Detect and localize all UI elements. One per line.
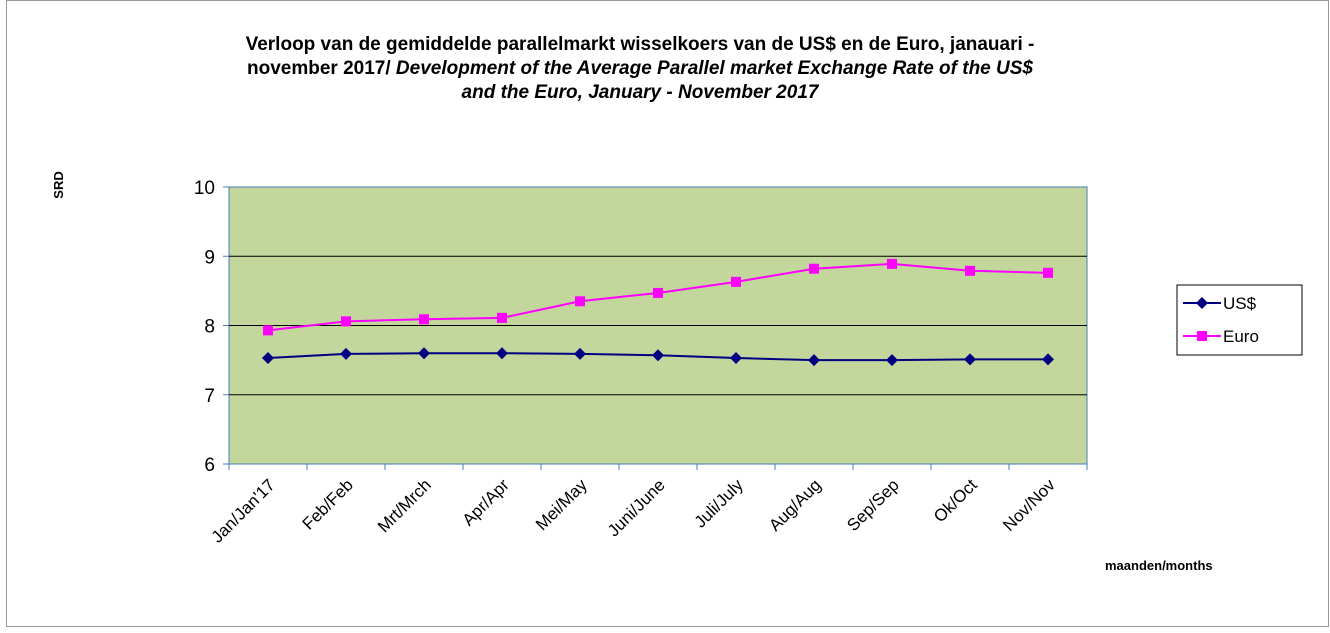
- y-tick-label: 7: [204, 386, 215, 407]
- legend-marker: [1197, 331, 1207, 341]
- data-point: [575, 296, 585, 307]
- data-point: [341, 316, 351, 327]
- data-point: [730, 352, 742, 365]
- chart-title: november 2017/ Development of the Averag…: [247, 58, 1033, 79]
- legend-box: [1176, 284, 1303, 356]
- data-point: [1043, 267, 1053, 278]
- data-point: [653, 287, 663, 298]
- data-point: [419, 314, 429, 325]
- chart-title: november 2017/: [247, 58, 396, 79]
- data-point: [1042, 353, 1054, 366]
- chart-title: Development of the Average Parallel mark…: [396, 58, 1033, 79]
- y-tick-label: 9: [204, 247, 215, 268]
- data-point: [652, 349, 664, 362]
- y-axis-label: SRD: [51, 171, 66, 198]
- data-point: [262, 352, 274, 365]
- x-axis-label: maanden/months: [1105, 558, 1213, 573]
- chart-title: Verloop van de gemiddelde parallelmarkt …: [246, 34, 1035, 55]
- data-point: [887, 258, 897, 269]
- legend-label: Euro: [1223, 327, 1259, 346]
- data-point: [731, 276, 741, 287]
- data-point: [808, 354, 820, 367]
- data-point: [497, 312, 507, 323]
- data-point: [886, 354, 898, 367]
- data-point: [965, 265, 975, 276]
- legend-marker: [1196, 297, 1208, 309]
- data-point: [964, 353, 976, 366]
- data-point: [809, 263, 819, 274]
- data-point: [574, 347, 586, 360]
- y-tick-label: 6: [204, 455, 215, 476]
- data-point: [340, 347, 352, 360]
- data-point: [263, 325, 273, 336]
- y-tick-label: 8: [204, 317, 215, 338]
- data-point: [418, 347, 430, 360]
- chart-title: and the Euro, January - November 2017: [462, 82, 820, 103]
- legend-label: US$: [1223, 294, 1257, 313]
- y-tick-label: 10: [194, 178, 215, 199]
- data-point: [496, 347, 508, 360]
